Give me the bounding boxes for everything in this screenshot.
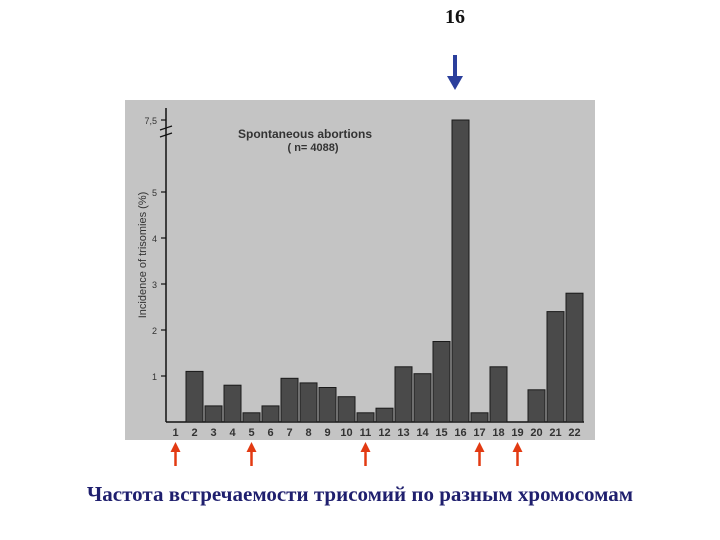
x-tick-label: 13 [397,427,409,439]
bar-chromosome-6 [261,405,280,423]
x-tick-label: 18 [492,427,504,439]
chart-title: Spontaneous abortions [238,127,372,141]
marker-arrow-icon [512,442,523,466]
bar-chromosome-22 [565,292,584,423]
y-tick-label: 5 [152,188,157,198]
x-tick-label: 17 [473,427,485,439]
marker-arrow-icon [474,442,485,466]
x-tick-label: 20 [530,427,542,439]
bar-chromosome-13 [394,366,413,423]
y-tick-label: 7,5 [144,116,157,126]
y-tick-label: 2 [152,326,157,336]
x-tick-label: 14 [416,427,429,439]
marker-arrow-head [360,442,371,452]
bar-chromosome-10 [337,396,356,423]
bar-chromosome-7 [280,377,299,423]
x-tick-label: 4 [229,427,236,439]
x-tick-label: 21 [549,427,561,439]
y-ticks: 1 2 3 4 5 7,5 [144,116,166,382]
x-tick-label: 19 [511,427,523,439]
y-axis-break [159,125,173,138]
bar-chromosome-5 [242,412,261,423]
bar-chromosome-15 [432,341,451,423]
marker-arrow-head [474,442,485,452]
x-tick-label: 1 [172,427,178,439]
x-tick-label: 15 [435,427,447,439]
marker-arrow-icon [170,442,181,466]
bar-chromosome-20 [527,389,546,423]
bar-chromosome-16 [451,119,470,423]
marker-arrow-head [170,442,181,452]
x-tick-label: 2 [191,427,197,439]
marker-arrow-icon [246,442,257,466]
x-tick-label: 6 [267,427,273,439]
bar-chromosome-14 [413,373,432,423]
bar-chromosome-4 [223,384,242,423]
marker-arrow-head [246,442,257,452]
x-tick-label: 12 [378,427,390,439]
x-tick-label: 22 [568,427,580,439]
x-tick-label: 11 [360,427,372,439]
bar-chromosome-9 [318,387,337,423]
marker-arrows [170,442,523,466]
bar-chromosome-21 [546,311,565,423]
x-tick-label: 7 [286,427,292,439]
x-tick-label: 10 [340,427,352,439]
y-tick-label: 3 [152,280,157,290]
bar-chromosome-11 [356,412,375,423]
marker-arrow-head [512,442,523,452]
bars [185,119,584,423]
y-axis-label: Incidence of trisomies (%) [137,192,149,319]
chromosome-16-label: 16 [445,6,465,28]
x-tick-label: 8 [305,427,311,439]
caption: Частота встречаемости трисомий по разным… [86,482,634,506]
x-tick-label: 3 [210,427,216,439]
bar-chromosome-17 [470,412,489,423]
x-ticks: 1 2 3 4 5 6 7 8 9 10 11 12 13 14 15 16 17 18 19 20 21 22 [172,427,580,439]
bar-chromosome-8 [299,382,318,423]
bar-chromosome-18 [489,366,508,423]
x-tick-label: 9 [324,427,330,439]
bar-chromosome-3 [204,405,223,423]
chromosome-16-arrow-icon [447,55,463,90]
x-tick-label: 16 [454,427,466,439]
bar-chromosome-2 [185,370,204,423]
bar-chromosome-12 [375,407,394,423]
marker-arrow-icon [360,442,371,466]
y-tick-label: 1 [152,372,157,382]
y-tick-label: 4 [152,234,157,244]
chart-subtitle: ( n= 4088) [287,142,338,154]
x-tick-label: 5 [248,427,254,439]
